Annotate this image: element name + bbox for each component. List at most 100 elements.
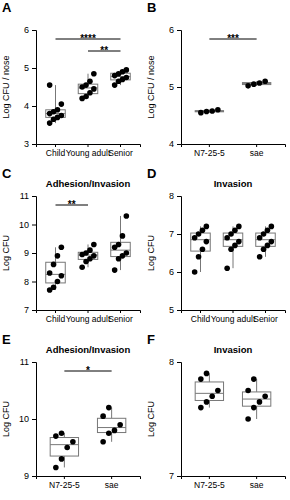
y-tick-label: 10 (19, 220, 29, 230)
y-tick: 8 (169, 357, 181, 367)
y-tick: 5 (169, 82, 181, 92)
point (70, 439, 76, 445)
panel: DInvasion5678ChildYoung adultSeniorLog C… (146, 166, 286, 324)
x-tick-label: Young adult (211, 314, 256, 324)
x-tick: sae (250, 476, 264, 490)
y-tick: 5 (169, 305, 181, 315)
y-tick-mark (177, 272, 181, 273)
point (64, 445, 70, 451)
box (97, 418, 125, 432)
box (195, 382, 223, 401)
panel-title: Adhesion/Invasion (46, 178, 131, 189)
x-tick-mark (120, 310, 121, 313)
x-tick: Child (46, 144, 66, 158)
point (124, 75, 130, 81)
point (106, 430, 112, 436)
y-axis-title: Log CFU (1, 401, 11, 437)
x-tick-label: Child (191, 314, 211, 324)
significance-label: *** (227, 33, 239, 44)
x-tick-mark (209, 144, 210, 147)
y-tick-mark (177, 87, 181, 88)
box (50, 438, 78, 457)
y-tick-label: 9 (24, 471, 29, 481)
median (97, 427, 125, 428)
point (47, 270, 53, 276)
point (209, 393, 215, 399)
x-tick-mark (88, 144, 89, 147)
point (204, 109, 210, 115)
point (112, 428, 118, 434)
point (112, 267, 118, 273)
x-tick-label: Child (46, 314, 66, 324)
panel: EAdhesion/Invasion91011N7-25-5sae*Log CF… (1, 332, 141, 490)
y-tick-label: 9 (24, 248, 29, 258)
x-tick-mark (111, 476, 112, 479)
marks (195, 371, 271, 422)
panel-letter: B (147, 0, 156, 15)
y-tick-mark (32, 196, 36, 197)
y-axis-title: Log CFU (146, 235, 156, 271)
point (59, 113, 65, 119)
x-tick: Young adult (66, 310, 111, 324)
x-tick-mark (265, 310, 266, 313)
whisker-upper (55, 85, 56, 110)
x-axis-line (182, 145, 286, 148)
y-tick: 3 (24, 139, 36, 149)
y-tick-label: 8 (169, 191, 174, 201)
y-tick-mark (32, 144, 36, 145)
panel-title: Invasion (214, 178, 253, 189)
y-tick-label: 11 (20, 357, 29, 367)
x-axis: ChildYoung adultSenior (37, 310, 141, 324)
y-tick: 9 (24, 248, 36, 258)
point (53, 465, 59, 471)
x-tick-label: sae (250, 480, 264, 490)
y-tick: 6 (169, 267, 181, 277)
y-tick-label: 5 (169, 82, 174, 92)
x-tick-label: N7-25-5 (194, 480, 225, 490)
point (245, 416, 251, 422)
y-tick-mark (177, 362, 181, 363)
x-tick: sae (105, 476, 119, 490)
point (55, 107, 61, 113)
y-axis-line (177, 197, 182, 311)
point (251, 81, 257, 87)
y-tick: 8 (24, 277, 36, 287)
x-tick-mark (55, 310, 56, 313)
y-tick-label: 7 (169, 471, 174, 481)
point (79, 264, 85, 270)
x-tick-mark (209, 476, 210, 479)
point (124, 67, 130, 73)
whisker-upper (111, 408, 112, 419)
y-axis-line (32, 31, 37, 145)
point (124, 250, 130, 256)
marks (46, 67, 131, 126)
y-tick-mark (32, 106, 36, 107)
point (59, 101, 65, 107)
point (59, 456, 65, 462)
y-tick-mark (32, 310, 36, 311)
point (236, 239, 242, 245)
x-axis: ChildYoung adultSenior (37, 144, 141, 158)
significance-label: ** (100, 45, 108, 56)
marks (50, 405, 126, 470)
point (215, 107, 221, 113)
x-tick-mark (256, 144, 257, 147)
y-axis-line (32, 363, 37, 477)
point (269, 224, 275, 230)
y-tick-label: 6 (24, 25, 29, 35)
y-axis: 91011 (19, 357, 37, 481)
point (215, 388, 221, 394)
significance-label: ** (68, 199, 76, 210)
whisker-lower (200, 251, 201, 272)
point (59, 430, 65, 436)
y-tick-mark (32, 282, 36, 283)
x-tick: Senior (108, 144, 133, 158)
x-tick: Senior (253, 310, 278, 324)
x-tick-mark (64, 476, 65, 479)
y-tick-label: 7 (169, 229, 174, 239)
y-tick: 8 (169, 191, 181, 201)
panel: B456N7-25-5sae***Log CFU / nose (146, 0, 286, 158)
panel: CAdhesion/Invasion7891011ChildYoung adul… (1, 166, 141, 324)
panel: A3456ChildYoung adultSenior******Log CFU… (1, 0, 141, 158)
point (51, 284, 57, 290)
